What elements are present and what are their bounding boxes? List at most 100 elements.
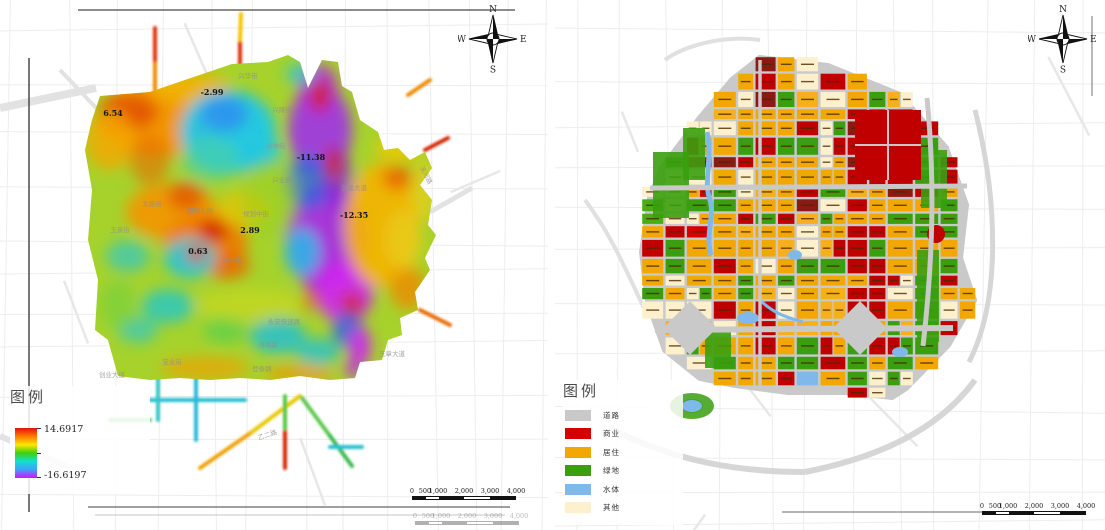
- parcel-code-text: [759, 161, 773, 163]
- heat-point-label: 6.54: [103, 108, 123, 118]
- parcel-code-text: [780, 345, 792, 347]
- parcel-code-text: [893, 362, 907, 364]
- street-label: 兴业路: [272, 175, 292, 184]
- parcel-code-text: [835, 345, 844, 347]
- parcel-code-text: [801, 176, 814, 178]
- parcel-code-text: [780, 63, 792, 65]
- parcel-code-text: [822, 127, 831, 129]
- heat-point-label: -11.38: [297, 152, 326, 162]
- parcel-code-text: [740, 176, 751, 178]
- parcel-code-text: [801, 265, 814, 267]
- legend-item: 其他: [565, 499, 620, 518]
- parcel-code-text: [943, 204, 955, 206]
- parcel-code-text: [759, 204, 773, 206]
- parcel-code-text: [962, 292, 973, 295]
- parcel-code-text: [668, 309, 682, 311]
- parcel-code-text: [740, 145, 751, 147]
- basemap-road: [804, 378, 978, 475]
- parcel-code-text: [740, 161, 751, 163]
- parcel-code-text: [943, 191, 955, 193]
- north-arrow-compass: N S E W: [458, 5, 527, 74]
- parcel-code-text: [851, 265, 864, 267]
- parcel-code-text: [740, 80, 751, 83]
- scale-bar: 0 500 1,000 2,000 3,000 4,000: [979, 502, 1095, 518]
- parcel-code-text: [718, 113, 732, 115]
- scale-tick-label: 0: [979, 502, 985, 510]
- greenspace: [683, 128, 705, 180]
- parcel-code-text: [851, 362, 864, 364]
- parcel-code-text: [962, 309, 973, 311]
- parcel-code-text: [740, 127, 751, 129]
- legend-swatch: [565, 409, 591, 421]
- parcel-code-text: [692, 231, 706, 233]
- parcel-code-text: [688, 292, 697, 295]
- parcel-code-text: [943, 231, 955, 233]
- parcel-code-text: [718, 204, 732, 206]
- parcel-code-text: [646, 204, 660, 206]
- parcel-code-text: [943, 161, 955, 163]
- compass-star-shade: [469, 15, 517, 63]
- legend-item: 道路: [565, 406, 620, 425]
- parcel-code-text: [889, 279, 898, 282]
- pond: [788, 250, 802, 260]
- parcel-code-text: [759, 362, 773, 364]
- parcel-code-text: [826, 292, 840, 295]
- parcel-code-text: [801, 362, 814, 364]
- parcel-code-text: [759, 218, 773, 220]
- scale-tick-label: 2,000: [457, 512, 477, 520]
- pond: [682, 400, 702, 412]
- parcel-code-text: [801, 63, 814, 65]
- parcel-code-text: [903, 98, 911, 101]
- scale-tick-label: 3,000: [483, 512, 503, 520]
- legend-item: 水体: [565, 480, 620, 499]
- parcel-code-text: [903, 279, 911, 282]
- parcel-code-text: [851, 247, 864, 249]
- heat-road-lines: [108, 12, 452, 470]
- basemap-road: [663, 36, 761, 62]
- basemap-road: [428, 185, 474, 215]
- parcel-code-text: [943, 292, 955, 295]
- parcel-code-text: [822, 231, 831, 233]
- parcel-code-text: [920, 145, 934, 147]
- greenspace: [705, 332, 731, 368]
- parcel-code-text: [943, 309, 955, 311]
- parcel-code-text: [835, 247, 844, 249]
- parcel-code-text: [759, 176, 773, 178]
- parcel-code-text: [801, 113, 814, 115]
- parcel-code-text: [688, 191, 697, 193]
- parcel-code-text: [646, 265, 660, 267]
- heatmap-legend: 图例 14.6917 -16.6197: [10, 386, 150, 494]
- parcel-code-text: [801, 145, 814, 147]
- parcel-code-text: [718, 191, 732, 193]
- compass-letter: N: [1059, 5, 1067, 15]
- parcel-code-text: [851, 98, 864, 101]
- parcel-code-text: [718, 127, 732, 129]
- legend-max-value: 14.6917: [44, 424, 84, 435]
- parcel-code-text: [780, 247, 792, 249]
- parcel-code-text: [692, 309, 706, 311]
- basemap-road: [966, 109, 996, 364]
- landuse-legend: 图例 道路 商业 居住 绿地 水体 其他: [563, 380, 683, 525]
- parcel-code-text: [718, 161, 732, 163]
- heat-point-label: 2.89: [240, 225, 260, 235]
- parcel-code-text: [692, 247, 706, 249]
- parcel-code-text: [835, 176, 844, 178]
- parcel-code-text: [780, 176, 792, 178]
- parcel-code-text: [718, 218, 732, 220]
- parcel-code-text: [872, 265, 883, 267]
- compass-letter: W: [1028, 35, 1037, 45]
- parcel-code-text: [851, 392, 864, 394]
- parcel-code-text: [920, 345, 934, 347]
- parcel-code-text: [801, 292, 814, 295]
- parcel-code-text: [801, 98, 814, 101]
- parcel-code-text: [893, 218, 907, 220]
- parcel-code-text: [851, 292, 864, 295]
- parcel-code-text: [701, 145, 710, 147]
- parcel-code-text: [759, 265, 773, 267]
- parcel-code-text: [943, 265, 955, 267]
- basemap-road: [583, 198, 647, 311]
- parcel-code-text: [646, 191, 660, 193]
- parcel-code-text: [740, 98, 751, 101]
